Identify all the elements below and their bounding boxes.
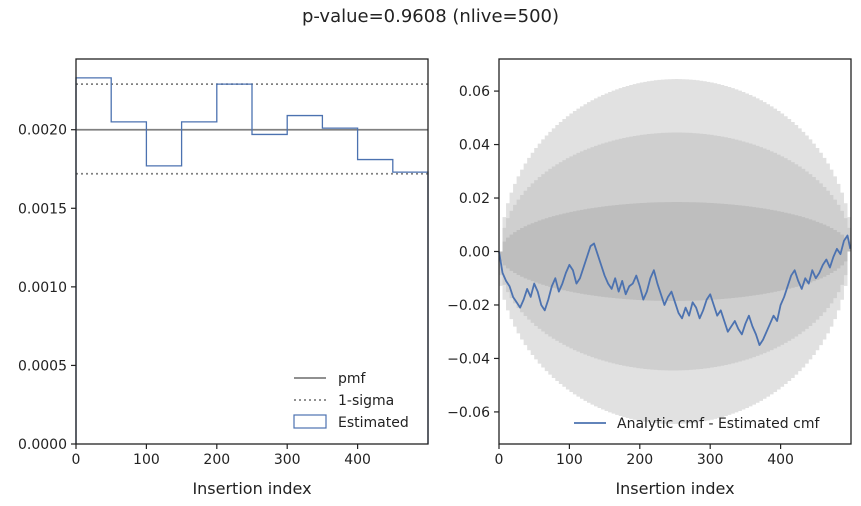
x-tick-label: 200 xyxy=(626,452,653,468)
x-axis-label: Insertion index xyxy=(615,479,734,498)
y-tick-label: 0.06 xyxy=(459,84,490,100)
x-tick-label: 300 xyxy=(697,452,724,468)
y-tick-label: 0.0010 xyxy=(18,280,67,296)
legend-label: 1-sigma xyxy=(338,393,394,409)
x-tick-label: 100 xyxy=(556,452,583,468)
y-tick-label: 0.0000 xyxy=(18,437,67,453)
y-tick-label: 0.02 xyxy=(459,191,490,207)
sigma-bands xyxy=(499,79,851,424)
x-tick-label: 300 xyxy=(274,452,301,468)
x-tick-label: 100 xyxy=(133,452,160,468)
legend-swatch-estimated xyxy=(293,414,327,429)
y-tick-label: −0.04 xyxy=(447,351,490,367)
x-axis-label: Insertion index xyxy=(192,479,311,498)
sigma-band-1 xyxy=(499,202,851,301)
x-tick-label: 0 xyxy=(72,452,81,468)
legend-label: Analytic cmf - Estimated cmf xyxy=(617,416,820,432)
legend-label: Estimated xyxy=(338,415,409,431)
figure-title: p-value=0.9608 (nlive=500) xyxy=(301,6,559,27)
series-line-cmf-difference xyxy=(498,234,852,346)
y-tick-label: 0.0020 xyxy=(18,123,67,139)
y-tick-label: 0.0005 xyxy=(18,358,67,374)
plot-frame-0 xyxy=(75,58,429,445)
x-tick-label: 200 xyxy=(203,452,230,468)
y-tick-label: 0.04 xyxy=(459,138,490,154)
legend-label: pmf xyxy=(338,371,367,387)
x-tick-label: 400 xyxy=(344,452,371,468)
y-tick-label: −0.02 xyxy=(447,298,490,314)
y-tick-label: −0.06 xyxy=(447,405,490,421)
x-tick-label: 400 xyxy=(767,452,794,468)
estimated-histogram xyxy=(75,77,429,444)
y-tick-label: 0.0015 xyxy=(18,201,67,217)
x-tick-label: 0 xyxy=(495,452,504,468)
y-tick-label: 0.00 xyxy=(459,245,490,261)
